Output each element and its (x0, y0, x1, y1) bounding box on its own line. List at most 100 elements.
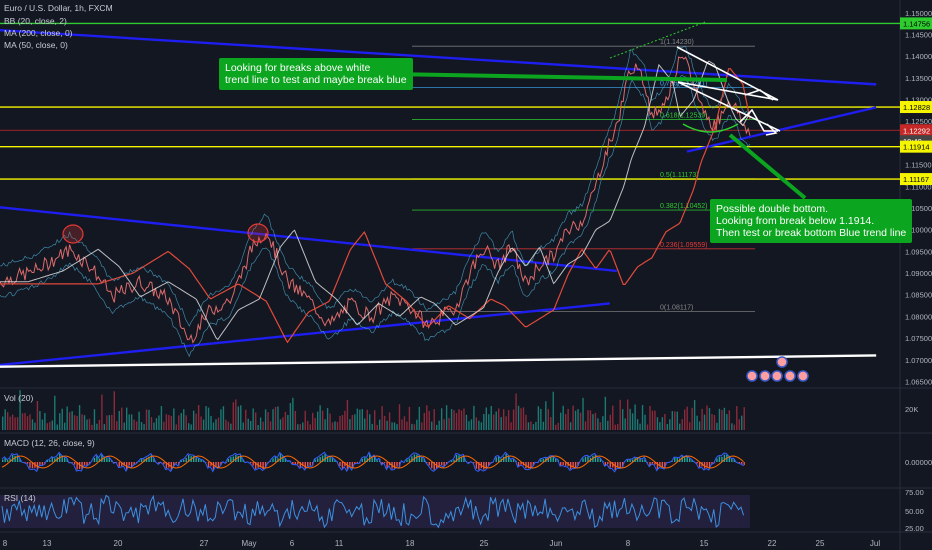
macd-histogram-bar (240, 455, 242, 462)
macd-histogram-bar (130, 462, 133, 467)
fib-level-label: 0(1.08117) (660, 304, 693, 311)
volume-bar (207, 407, 210, 430)
macd-histogram-bar (664, 462, 666, 468)
macd-histogram-bar (262, 462, 264, 470)
volume-bar (483, 414, 485, 430)
macd-histogram-bar (723, 454, 726, 462)
volume-bar (436, 424, 438, 430)
volume-axis-label: 20K (905, 405, 918, 414)
volume-bar (34, 422, 36, 430)
fib-level-label: 1(1.14230) (660, 39, 694, 46)
macd-histogram-bar (29, 462, 31, 468)
price-tick-label: 1.11000 (905, 182, 932, 191)
volume-bar (145, 409, 148, 430)
price-level-tag (900, 124, 932, 137)
macd-histogram-bar (438, 462, 440, 467)
macd-histogram-bar (16, 455, 19, 462)
volume-bar (684, 409, 686, 430)
price-tick-label: 1.14500 (905, 30, 932, 39)
volume-bar (413, 424, 416, 430)
volume-bar (676, 411, 678, 430)
macd-histogram-bar (408, 458, 411, 462)
volume-bar (163, 421, 165, 430)
macd-histogram-bar (498, 456, 500, 462)
volume-bar (393, 422, 396, 430)
volume-bar (235, 399, 237, 430)
volume-bar (604, 396, 607, 430)
volume-bar (329, 413, 331, 430)
macd-histogram-bar (555, 458, 557, 462)
macd-histogram-bar (101, 454, 103, 462)
volume-bar (192, 410, 195, 430)
macd-histogram-bar (294, 462, 297, 465)
volume-bar (614, 424, 616, 430)
volume-bar (349, 419, 351, 430)
macd-histogram-bar (609, 462, 611, 468)
macd-histogram-bar (309, 462, 311, 466)
volume-bar (612, 405, 614, 430)
volume-bar (354, 414, 356, 430)
legend-symbol: Euro / U.S. Dollar, 1h, FXCM (4, 3, 113, 13)
volume-bar (190, 424, 192, 430)
volume-bar (39, 411, 41, 430)
macd-histogram-bar (574, 462, 577, 468)
volume-bar (656, 417, 659, 430)
volume-bar (68, 412, 71, 430)
legend-macd: MACD (12, 26, close, 9) (4, 438, 95, 448)
macd-histogram-bar (396, 462, 398, 467)
volume-bar (155, 418, 158, 430)
macd-histogram-bar (681, 456, 683, 462)
macd-histogram-bar (215, 462, 217, 466)
macd-histogram-bar (527, 462, 530, 469)
macd-histogram-bar (495, 457, 497, 462)
macd-histogram-bar (483, 462, 485, 470)
macd-histogram-bar (279, 454, 282, 462)
volume-bar (679, 423, 681, 430)
volume-bar (686, 406, 688, 430)
macd-histogram-bar (173, 462, 175, 467)
macd-histogram-bar (54, 458, 56, 462)
macd-histogram-bar (227, 458, 230, 462)
volume-bar (507, 410, 510, 430)
volume-bar (11, 414, 14, 430)
volume-bar (475, 417, 478, 430)
volume-bar (59, 413, 61, 430)
volume-bar (718, 408, 721, 430)
volume-bar (307, 420, 309, 430)
volume-bar (406, 421, 408, 430)
macd-histogram-bar (604, 462, 607, 466)
macd-histogram-bar (307, 462, 309, 467)
volume-bar (272, 409, 274, 430)
volume-bar (331, 422, 334, 430)
macd-histogram-bar (329, 457, 331, 462)
macd-histogram-bar (133, 462, 135, 465)
volume-bar (736, 406, 738, 430)
volume-bar (2, 416, 4, 430)
projection-dotted-line (609, 21, 706, 59)
volume-bar (153, 422, 155, 430)
volume-bar (569, 422, 572, 430)
volume-bar (123, 422, 125, 430)
fib-level-label: 0.618(1.12539) (660, 113, 707, 120)
macd-histogram-bar (572, 462, 574, 468)
volume-bar (202, 419, 205, 430)
macd-histogram-bar (376, 460, 378, 462)
volume-bar (564, 414, 567, 430)
macd-histogram-bar (269, 461, 272, 462)
arrow-head-down (765, 123, 778, 136)
volume-bar (502, 409, 505, 430)
volume-bar (535, 421, 537, 430)
price-tick-label: 1.12500 (905, 117, 932, 126)
macd-histogram-bar (560, 462, 562, 466)
macd-histogram-bar (686, 456, 688, 462)
price-tick-label: 1.13000 (905, 96, 932, 105)
volume-bar (696, 415, 698, 430)
macd-histogram-bar (41, 462, 44, 465)
volume-bar (78, 405, 81, 430)
time-axis-label: 6 (290, 539, 295, 548)
macd-histogram-bar (743, 462, 745, 466)
volume-bar (254, 412, 257, 430)
macd-histogram-bar (165, 462, 168, 469)
macd-histogram-bar (416, 454, 418, 462)
